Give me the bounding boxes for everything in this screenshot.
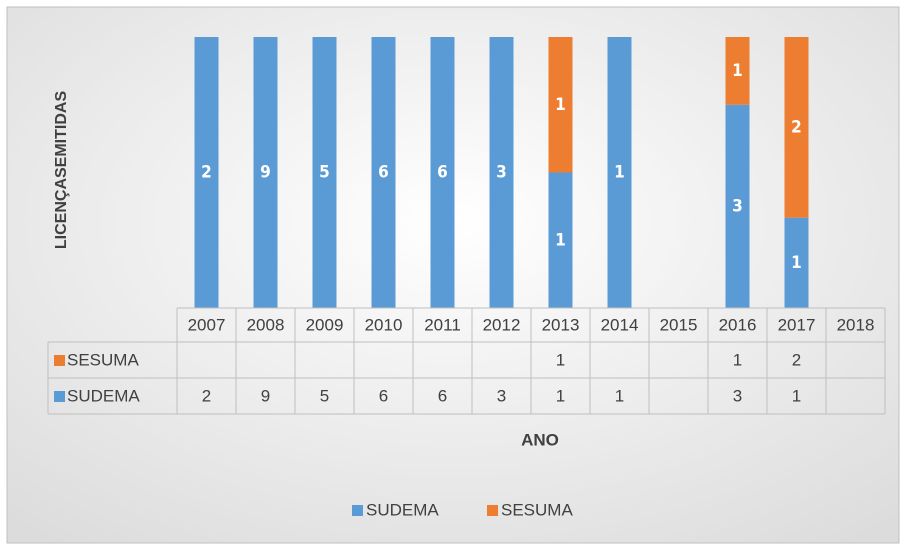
table-cell: 1 <box>556 386 565 405</box>
x-tick-label: 2010 <box>365 315 403 334</box>
data-label: 9 <box>260 163 271 183</box>
x-tick-label: 2013 <box>542 315 580 334</box>
data-label: 1 <box>732 61 743 81</box>
bar-segment <box>548 37 573 173</box>
x-tick-label: 2014 <box>601 315 639 334</box>
table-cell: 9 <box>261 386 270 405</box>
data-label: 3 <box>496 163 507 183</box>
bar-segment <box>489 37 514 308</box>
table-cell: 6 <box>438 386 447 405</box>
bar-segment <box>548 172 573 308</box>
table-cell: 2 <box>792 350 801 369</box>
data-label: 2 <box>201 163 212 183</box>
legend-key <box>487 505 498 516</box>
row-header: SESUMA <box>67 350 139 369</box>
y-axis-label: LICENÇASEMITIDAS <box>53 91 70 250</box>
table-cell: 1 <box>733 350 742 369</box>
x-tick-label: 2017 <box>778 315 816 334</box>
table-cell: 2 <box>202 386 211 405</box>
data-label: 5 <box>319 163 330 183</box>
legend-key <box>352 505 363 516</box>
x-axis-label: ANO <box>521 430 559 449</box>
table-cell: 5 <box>320 386 329 405</box>
bar-segment <box>784 37 809 218</box>
bar-segment <box>430 37 455 308</box>
data-label: 6 <box>378 163 389 183</box>
table-cell: 1 <box>792 386 801 405</box>
table-cell: 6 <box>379 386 388 405</box>
row-header: SUDEMA <box>67 386 140 405</box>
bar-segment <box>371 37 396 308</box>
bar-segment <box>725 104 750 308</box>
data-label: 6 <box>437 163 448 183</box>
x-tick-label: 2012 <box>483 315 521 334</box>
data-label: 1 <box>555 230 566 250</box>
bar-segment <box>607 37 632 308</box>
legend-key <box>54 391 65 402</box>
data-label: 1 <box>614 163 625 183</box>
bar-segment <box>725 37 750 105</box>
x-tick-label: 2009 <box>306 315 344 334</box>
data-label: 3 <box>732 196 743 216</box>
table-cell: 3 <box>497 386 506 405</box>
data-label: 2 <box>791 117 802 137</box>
table-cell: 3 <box>733 386 742 405</box>
x-tick-label: 2008 <box>247 315 285 334</box>
x-tick-label: 2016 <box>719 315 757 334</box>
legend-label: SESUMA <box>501 500 573 519</box>
x-tick-label: 2018 <box>837 315 875 334</box>
data-label: 1 <box>791 253 802 273</box>
bar-segment <box>253 37 278 308</box>
table-cell: 1 <box>615 386 624 405</box>
x-tick-label: 2011 <box>424 315 461 334</box>
x-tick-label: 2015 <box>660 315 698 334</box>
bar-segment <box>194 37 219 308</box>
legend-label: SUDEMA <box>366 500 439 519</box>
x-tick-label: 2007 <box>188 315 226 334</box>
data-label: 1 <box>555 95 566 115</box>
table-cell: 1 <box>556 350 565 369</box>
bar-segment <box>312 37 337 308</box>
legend-key <box>54 355 65 366</box>
bar-segment <box>784 217 809 308</box>
